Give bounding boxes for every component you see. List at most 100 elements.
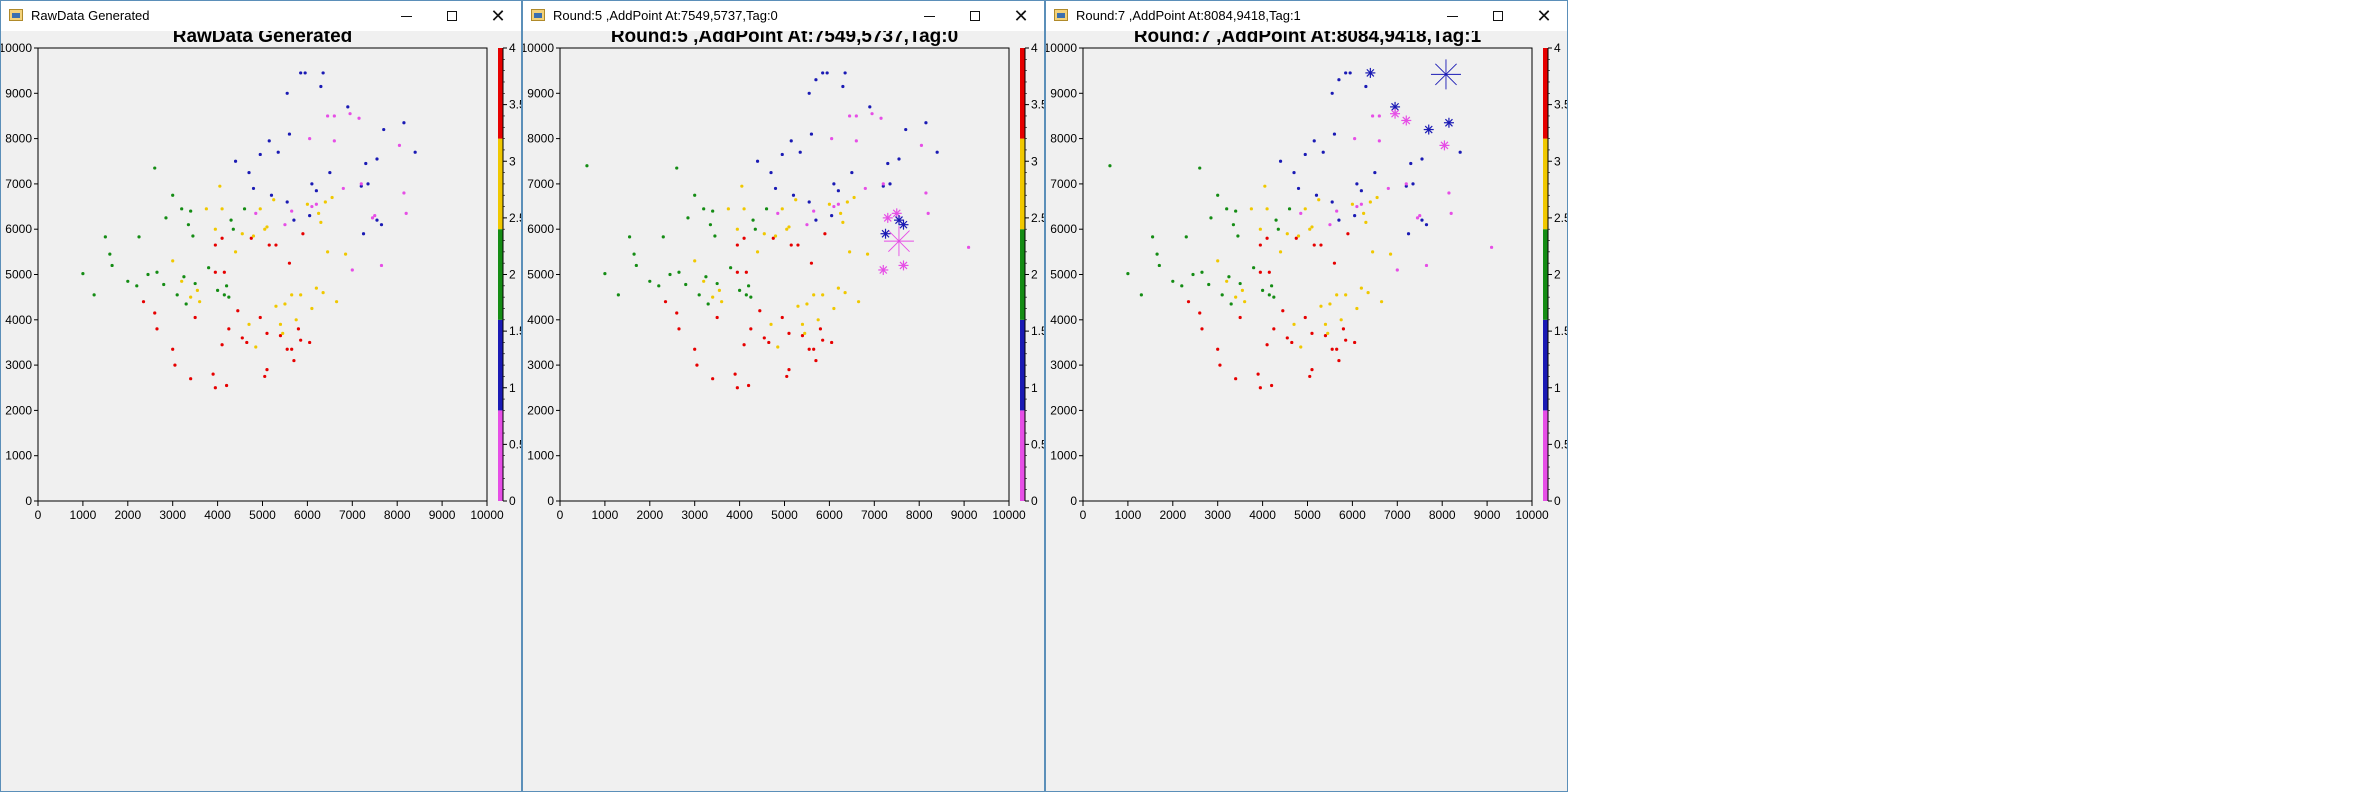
data-point: [359, 182, 363, 186]
window-title: Round:5 ,AddPoint At:7549,5737,Tag:0: [553, 8, 778, 23]
data-point: [285, 200, 289, 204]
data-point: [278, 322, 283, 326]
maximize-button[interactable]: [952, 1, 998, 31]
data-point: [1330, 347, 1334, 351]
data-point: [1319, 304, 1323, 308]
y-tick-label: 0: [25, 494, 32, 508]
data-point: [735, 386, 739, 390]
data-point: [809, 261, 814, 265]
data-point: [269, 193, 274, 197]
data-point: [1186, 300, 1191, 304]
data-point: [1424, 263, 1429, 268]
x-tick-label: 7000: [339, 508, 366, 522]
scatter-chart: Round:7 ,AddPoint At:8084,9418,Tag:10 100…: [1046, 31, 1567, 522]
plot-area: [37, 47, 488, 502]
minimize-button[interactable]: [383, 1, 429, 31]
data-point: [749, 327, 753, 331]
data-point: [830, 340, 834, 345]
data-point: [1274, 218, 1278, 222]
data-point: [236, 309, 240, 313]
data-point: [1272, 327, 1276, 331]
data-point: [762, 336, 766, 340]
data-point: [695, 363, 699, 367]
neighbor-marker: [880, 228, 891, 239]
colorbar-tick-label: 1.5: [509, 324, 521, 338]
y-tick-label: 6000: [5, 222, 32, 236]
data-point: [648, 279, 652, 283]
data-point: [627, 235, 632, 239]
data-point: [126, 279, 130, 283]
data-point: [746, 383, 751, 388]
data-point: [1312, 243, 1316, 247]
colorbar-tick-label: 3: [509, 154, 516, 168]
data-point: [334, 300, 339, 304]
title-bar[interactable]: Round:7 ,AddPoint At:8084,9418,Tag:1 ✕: [1046, 1, 1567, 31]
data-point: [1420, 218, 1424, 222]
app-icon: [9, 9, 23, 21]
data-point: [397, 143, 402, 147]
data-point: [1346, 232, 1350, 236]
title-bar[interactable]: RawData Generated ✕: [1, 1, 521, 31]
data-point: [1328, 302, 1332, 306]
data-point: [1323, 334, 1328, 338]
data-point: [791, 193, 796, 197]
data-point: [807, 200, 811, 204]
y-tick-label: 3000: [5, 358, 32, 372]
data-point: [227, 327, 231, 331]
close-button[interactable]: ✕: [490, 5, 506, 26]
data-point: [171, 193, 175, 197]
data-point: [1269, 284, 1274, 288]
data-point: [836, 286, 840, 290]
colorbar-tick-label: 1.5: [1031, 324, 1044, 338]
data-point: [274, 243, 278, 247]
maximize-button[interactable]: [429, 1, 475, 31]
window-round-7[interactable]: Round:7 ,AddPoint At:8084,9418,Tag:1 ✕ R…: [1045, 0, 1568, 792]
window-rawdata[interactable]: RawData Generated ✕ RawData Generated 0 10…: [0, 0, 522, 792]
x-tick-label: 10000: [992, 508, 1026, 522]
colorbar-tick-label: 4: [1554, 41, 1561, 55]
neighbor-marker: [878, 264, 889, 275]
data-point: [603, 271, 607, 276]
data-point: [767, 340, 771, 345]
data-point: [1155, 252, 1159, 256]
data-point: [213, 270, 217, 274]
minimize-button[interactable]: [906, 1, 952, 31]
data-point: [310, 306, 314, 311]
data-point: [832, 204, 836, 209]
maximize-button[interactable]: [1475, 1, 1521, 31]
data-point: [677, 327, 681, 331]
window-round-5[interactable]: Round:5 ,AddPoint At:7549,5737,Tag:0 ✕ R…: [522, 0, 1045, 792]
x-tick-label: 8000: [906, 508, 933, 522]
x-tick-label: 6000: [816, 508, 843, 522]
y-tick-label: 1000: [527, 449, 554, 463]
data-point: [823, 232, 827, 236]
data-point: [675, 311, 679, 315]
data-point: [744, 293, 748, 297]
data-point: [1404, 182, 1408, 186]
data-point: [758, 309, 762, 313]
data-point: [715, 281, 719, 286]
scatter-chart: RawData Generated 0 1000 2000 3000 4000 5000 60…: [1, 31, 521, 522]
neighbor-marker: [1401, 115, 1412, 126]
data-point: [1341, 327, 1346, 331]
y-tick-label: 4000: [5, 313, 32, 327]
data-point: [1337, 218, 1341, 222]
data-point: [805, 302, 809, 306]
data-point: [1377, 114, 1381, 118]
data-point: [402, 121, 406, 125]
data-point: [267, 139, 271, 143]
data-point: [787, 331, 791, 335]
close-button[interactable]: ✕: [1013, 5, 1029, 26]
title-bar[interactable]: Round:5 ,AddPoint At:7549,5737,Tag:0 ✕: [523, 1, 1044, 31]
close-button[interactable]: ✕: [1536, 5, 1552, 26]
data-point: [1292, 170, 1296, 175]
minimize-button[interactable]: [1429, 1, 1475, 31]
data-point: [379, 263, 384, 268]
data-point: [240, 232, 244, 236]
data-point: [726, 207, 730, 211]
colorbar-tick-label: 0.5: [1554, 437, 1567, 451]
data-point: [1364, 84, 1368, 89]
data-point: [769, 322, 773, 326]
data-point: [1335, 209, 1339, 213]
data-point: [585, 164, 589, 168]
